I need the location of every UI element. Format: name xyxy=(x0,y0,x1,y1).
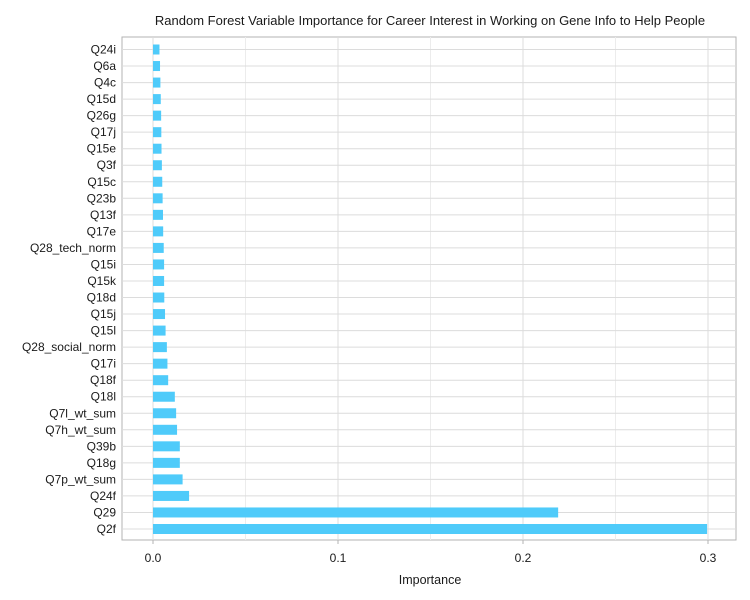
category-label: Q15d xyxy=(87,92,116,106)
x-axis-title: Importance xyxy=(399,573,462,587)
category-label: Q28_social_norm xyxy=(22,340,116,354)
bar-Q13f xyxy=(153,209,163,220)
category-label: Q28_tech_norm xyxy=(30,241,116,255)
chart-title: Random Forest Variable Importance for Ca… xyxy=(155,13,705,28)
category-label: Q15e xyxy=(87,142,117,156)
bar-Q7p_wt_sum xyxy=(153,474,183,485)
category-label: Q15k xyxy=(87,274,117,288)
bar-Q17i xyxy=(153,358,168,369)
bars xyxy=(153,44,708,534)
bar-Q39b xyxy=(153,441,180,452)
category-label: Q17j xyxy=(91,125,116,139)
bar-Q15j xyxy=(153,309,166,320)
category-label: Q2f xyxy=(97,522,117,536)
plot-area xyxy=(121,36,737,541)
category-label: Q15i xyxy=(91,257,116,271)
grid-lines xyxy=(122,37,736,540)
bar-Q17e xyxy=(153,226,164,237)
bar-Q17j xyxy=(153,127,162,138)
category-label: Q6a xyxy=(93,59,116,73)
x-tick-label: 0.3 xyxy=(700,551,717,565)
category-label: Q4c xyxy=(94,76,116,90)
category-label: Q39b xyxy=(87,439,117,453)
category-label: Q18d xyxy=(87,291,116,305)
bar-Q23b xyxy=(153,193,163,204)
bar-Q24i xyxy=(153,44,160,55)
category-label: Q17i xyxy=(91,357,116,371)
bar-Q7h_wt_sum xyxy=(153,424,178,435)
bar-Q15i xyxy=(153,259,165,270)
bar-Q15c xyxy=(153,176,163,187)
category-label: Q23b xyxy=(87,191,117,205)
x-tick-label: 0.1 xyxy=(330,551,347,565)
bar-Q3f xyxy=(153,160,162,171)
bar-Q26g xyxy=(153,110,162,121)
bar-Q29 xyxy=(153,507,559,518)
bar-Q18d xyxy=(153,292,165,303)
category-label: Q15l xyxy=(91,324,116,338)
bar-Q4c xyxy=(153,77,161,88)
category-label: Q24i xyxy=(91,43,116,57)
category-label: Q15c xyxy=(87,175,116,189)
category-label: Q24f xyxy=(90,489,117,503)
bar-Q7l_wt_sum xyxy=(153,408,177,419)
category-label: Q17e xyxy=(87,224,117,238)
category-label: Q18f xyxy=(90,373,117,387)
category-label: Q15j xyxy=(91,307,116,321)
category-label: Q18g xyxy=(87,456,116,470)
bar-Q18g xyxy=(153,457,180,468)
bar-Q15e xyxy=(153,143,162,154)
bar-Q15l xyxy=(153,325,166,336)
category-label: Q26g xyxy=(87,109,116,123)
bar-Q18l xyxy=(153,391,175,402)
bar-Q15d xyxy=(153,94,161,105)
bar-Q28_social_norm xyxy=(153,342,167,353)
category-label: Q18l xyxy=(91,390,116,404)
category-label: Q13f xyxy=(90,208,117,222)
bar-Q15k xyxy=(153,275,165,286)
x-axis-ticks: 0.0 0.1 0.2 0.3 xyxy=(145,540,717,565)
x-tick-label: 0.0 xyxy=(145,551,162,565)
bar-Q28_tech_norm xyxy=(153,242,164,253)
bar-Q6a xyxy=(153,61,161,72)
x-tick-label: 0.2 xyxy=(515,551,532,565)
category-label: Q7l_wt_sum xyxy=(49,406,116,420)
category-labels: Q24i Q6a Q4c Q15d Q26g Q17j Q15e Q3f Q15c Q23b Q13… xyxy=(22,43,117,537)
category-label: Q3f xyxy=(97,158,117,172)
bar-Q2f xyxy=(153,524,708,534)
bar-Q18f xyxy=(153,375,169,386)
category-label: Q29 xyxy=(93,505,116,519)
category-label: Q7h_wt_sum xyxy=(45,423,116,437)
bar-Q24f xyxy=(153,490,190,501)
category-label: Q7p_wt_sum xyxy=(45,472,116,486)
